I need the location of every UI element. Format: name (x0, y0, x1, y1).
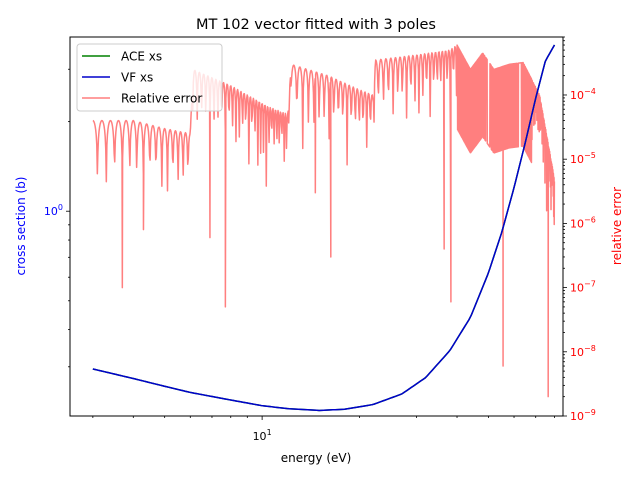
right-y-tick-label-exponent: −9 (584, 408, 596, 417)
x-axis-ticks: 101 (92, 416, 555, 443)
legend-label-relative-error: Relative error (121, 92, 202, 106)
left-y-tick-label-exponent: 0 (58, 203, 63, 212)
cross-section-series (92, 44, 556, 412)
right-y-tick-label-exponent: −6 (584, 215, 596, 224)
left-y-axis-label: cross section (b) (14, 177, 28, 276)
right-y-axis-ticks: 10−910−810−710−610−510−4 (563, 36, 596, 423)
right-y-tick-label-base: 10 (570, 153, 584, 166)
x-tick-label-exponent: 1 (267, 428, 272, 437)
right-y-axis-label: relative error (610, 187, 624, 265)
right-y-tick-label: 10−7 (570, 280, 596, 295)
right-y-tick-label-base: 10 (570, 89, 584, 102)
right-y-tick-label-exponent: −4 (584, 87, 596, 96)
right-y-tick-label-base: 10 (570, 217, 584, 230)
right-y-tick-label: 10−9 (570, 408, 596, 423)
right-y-tick-label-base: 10 (570, 346, 584, 359)
left-y-tick-label-base: 10 (44, 205, 58, 218)
legend-box (76, 43, 223, 112)
x-tick-label-base: 10 (253, 430, 267, 443)
vf-xs-line (92, 44, 556, 412)
right-y-tick-label: 10−5 (570, 151, 596, 166)
legend: ACE xs VF xs Relative error (76, 43, 223, 112)
right-y-tick-label-base: 10 (570, 282, 584, 295)
right-y-tick-label: 10−4 (570, 87, 596, 102)
x-tick-label: 101 (253, 428, 272, 443)
right-y-tick-label: 10−8 (570, 344, 596, 359)
legend-label-vf-xs: VF xs (121, 71, 153, 85)
right-y-tick-label-exponent: −8 (584, 344, 596, 353)
legend-label-ace-xs: ACE xs (121, 50, 162, 64)
right-y-tick-label-exponent: −5 (584, 151, 596, 160)
x-axis-label: energy (eV) (281, 451, 352, 465)
right-y-tick-label-exponent: −7 (584, 280, 596, 289)
right-y-tick-label-base: 10 (570, 410, 584, 423)
right-y-tick-label: 10−6 (570, 215, 596, 230)
left-y-tick-label: 100 (44, 203, 63, 218)
left-y-axis-ticks: 100 (44, 68, 70, 368)
chart-title: MT 102 vector fitted with 3 poles (196, 17, 436, 33)
